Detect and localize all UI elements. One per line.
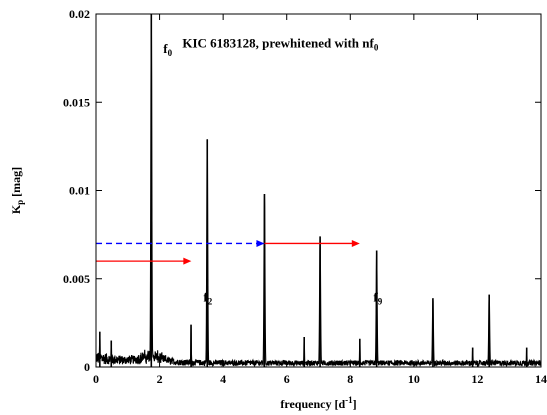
annotation-0: f0: [163, 41, 172, 58]
spectrum-series: [95, 14, 542, 368]
x-tick-label: 14: [535, 372, 547, 386]
annotation-3: KIC 6183128, prewhitened with nf0: [182, 36, 379, 53]
spectrum-line: [95, 20, 542, 368]
y-tick-label: 0.015: [63, 95, 90, 109]
x-tick-label: 8: [347, 372, 353, 386]
y-tick-label: 0.02: [69, 7, 90, 21]
y-tick-label: 0: [84, 360, 90, 374]
x-tick-label: 10: [408, 372, 420, 386]
arrows-layer: [96, 239, 360, 265]
x-tick-label: 0: [93, 372, 99, 386]
y-tick-label: 0.005: [63, 272, 90, 286]
arrow-head-2: [351, 239, 360, 247]
y-axis-label: Kp [mag]: [9, 167, 25, 214]
x-axis-label: frequency [d-1]: [280, 395, 356, 411]
x-tick-label: 6: [284, 372, 290, 386]
plot-frame: [95, 13, 542, 368]
annotation-1: f2: [203, 290, 212, 307]
x-tick-label: 4: [220, 372, 226, 386]
arrow-head-1: [256, 239, 265, 247]
arrow-head-0: [183, 257, 192, 265]
y-tick-label: 0.01: [69, 184, 90, 198]
ticks-layer: 0 2 4 6 8 10 12 14 0 0.005 0.01 0.015 0.02: [63, 7, 547, 386]
annotation-2: f9: [373, 290, 382, 307]
x-tick-label: 2: [157, 372, 163, 386]
annotations-layer: f0 f2 f9 KIC 6183128, prewhitened with nf0: [163, 36, 382, 307]
x-tick-label: 12: [471, 372, 483, 386]
